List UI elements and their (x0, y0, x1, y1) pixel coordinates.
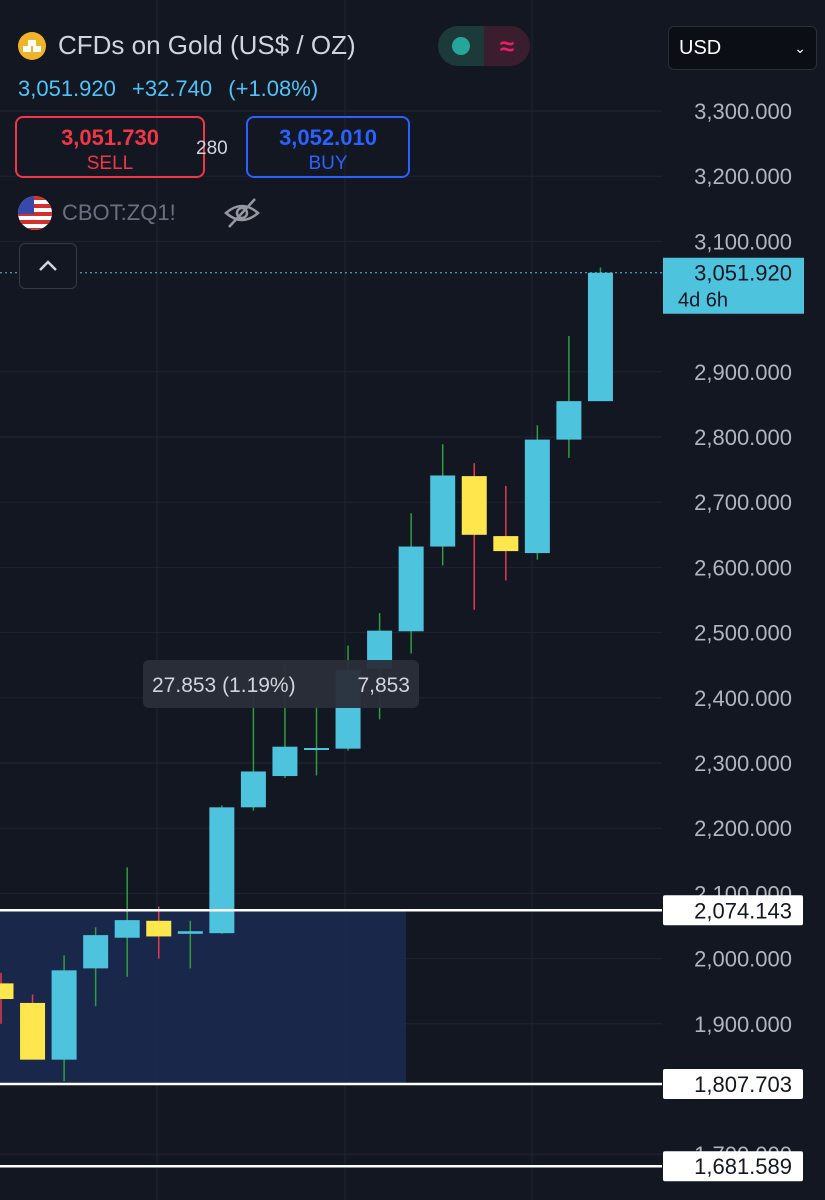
candle (430, 444, 456, 566)
sell-label: SELL (86, 153, 134, 174)
spread-value: 280 (196, 138, 228, 159)
measure-tooltip-text: 27.853 (1.19%) (152, 674, 296, 697)
y-axis-tick-label: 2,600.000 (694, 555, 792, 580)
price-change-pct: (+1.08%) (228, 76, 319, 101)
chevron-down-icon: ⌄ (794, 40, 806, 56)
level-price-label-bg (663, 895, 803, 926)
last-price-label: 3,051.920 (694, 261, 792, 286)
y-axis-tick-label: 2,200.000 (694, 816, 792, 841)
level-price-label: 2,074.143 (694, 898, 792, 923)
candle (0, 972, 14, 1024)
measure-tooltip-bg (143, 660, 419, 708)
y-axis-tick-label: 2,000.000 (694, 947, 792, 972)
candle-body (524, 439, 550, 554)
quote-row: 3,051.920 +32.740 (+1.08%) (18, 76, 328, 102)
y-axis-tick-label: 2,400.000 (694, 686, 792, 711)
collapse-legend-button[interactable] (19, 243, 77, 289)
y-axis-tick-label: 2,700.000 (694, 490, 792, 515)
candle (304, 705, 329, 776)
candle-body (430, 475, 456, 547)
level-price-label-bg (663, 1151, 803, 1182)
eye-hidden-icon[interactable] (222, 195, 262, 236)
candle-body (177, 931, 203, 934)
sell-price: 3,051.730 (61, 125, 159, 150)
currency-value: USD (679, 37, 722, 59)
candle (524, 425, 550, 560)
candle-body (83, 935, 109, 969)
candle-body (240, 771, 266, 808)
y-axis-tick-label: 3,200.000 (694, 164, 792, 189)
candle (587, 267, 613, 402)
candle (398, 513, 424, 654)
candle (83, 927, 109, 1007)
candle (209, 805, 235, 934)
buy-label: BUY (308, 153, 348, 174)
candle (177, 920, 203, 969)
currency-select[interactable]: USD ⌄ (668, 26, 817, 70)
candle (51, 955, 77, 1082)
level-price-label: 1,807.703 (694, 1072, 792, 1097)
candle-body (461, 476, 487, 535)
candle-body (493, 536, 519, 552)
level-price-label: 1,681.589 (694, 1154, 792, 1179)
candle (556, 335, 582, 458)
level-price-label-bg (663, 1068, 803, 1099)
green-dot-icon (452, 37, 470, 55)
instrument-title: CFDs on Gold (US$ / OZ) (58, 30, 356, 60)
y-axis-tick-label: 2,500.000 (694, 621, 792, 646)
candle-body (0, 983, 14, 1000)
wave-icon[interactable]: ≈ (484, 26, 530, 66)
y-axis-tick-label: 1,900.000 (694, 1012, 792, 1037)
candle (20, 994, 46, 1060)
price-change: +32.740 (132, 76, 213, 101)
y-axis-tick-label: 3,300.000 (694, 99, 792, 124)
candle-body (51, 970, 77, 1060)
candle-body (114, 920, 140, 938)
candle-body (209, 807, 235, 934)
y-axis-tick-label: 3,100.000 (694, 229, 792, 254)
candle (461, 463, 487, 610)
candle (493, 485, 519, 581)
y-axis-tick-label: 2,800.000 (694, 425, 792, 450)
candle (146, 906, 172, 959)
candle (114, 867, 140, 977)
buy-button[interactable]: 3,052.010 BUY (246, 116, 410, 178)
measure-tooltip-overlap-text: 7,853 (357, 674, 410, 697)
candle-body (20, 1002, 46, 1060)
candle-body (146, 920, 172, 937)
market-status-pill[interactable]: ≈ (438, 26, 530, 66)
chevron-up-icon (39, 260, 57, 271)
candle-body (272, 746, 298, 777)
title-row: CFDs on Gold (US$ / OZ) (18, 30, 356, 61)
buy-price: 3,052.010 (279, 125, 377, 150)
last-price: 3,051.920 (18, 76, 116, 101)
market-open-indicator[interactable] (438, 26, 484, 66)
gold-bars-icon (18, 31, 46, 60)
candle-body (398, 546, 424, 632)
y-axis-tick-label: 2,900.000 (694, 360, 792, 385)
us-flag-icon (18, 196, 52, 230)
y-axis-tick-label: 2,300.000 (694, 751, 792, 776)
candle-body (304, 748, 329, 751)
bar-countdown-label: 4d 6h (678, 290, 728, 312)
candle-body (587, 272, 613, 402)
compare-symbol[interactable]: CBOT:ZQ1! (62, 200, 176, 225)
sell-button[interactable]: 3,051.730 SELL (15, 116, 205, 178)
candle-body (556, 401, 582, 440)
last-price-label-bg (663, 257, 804, 314)
